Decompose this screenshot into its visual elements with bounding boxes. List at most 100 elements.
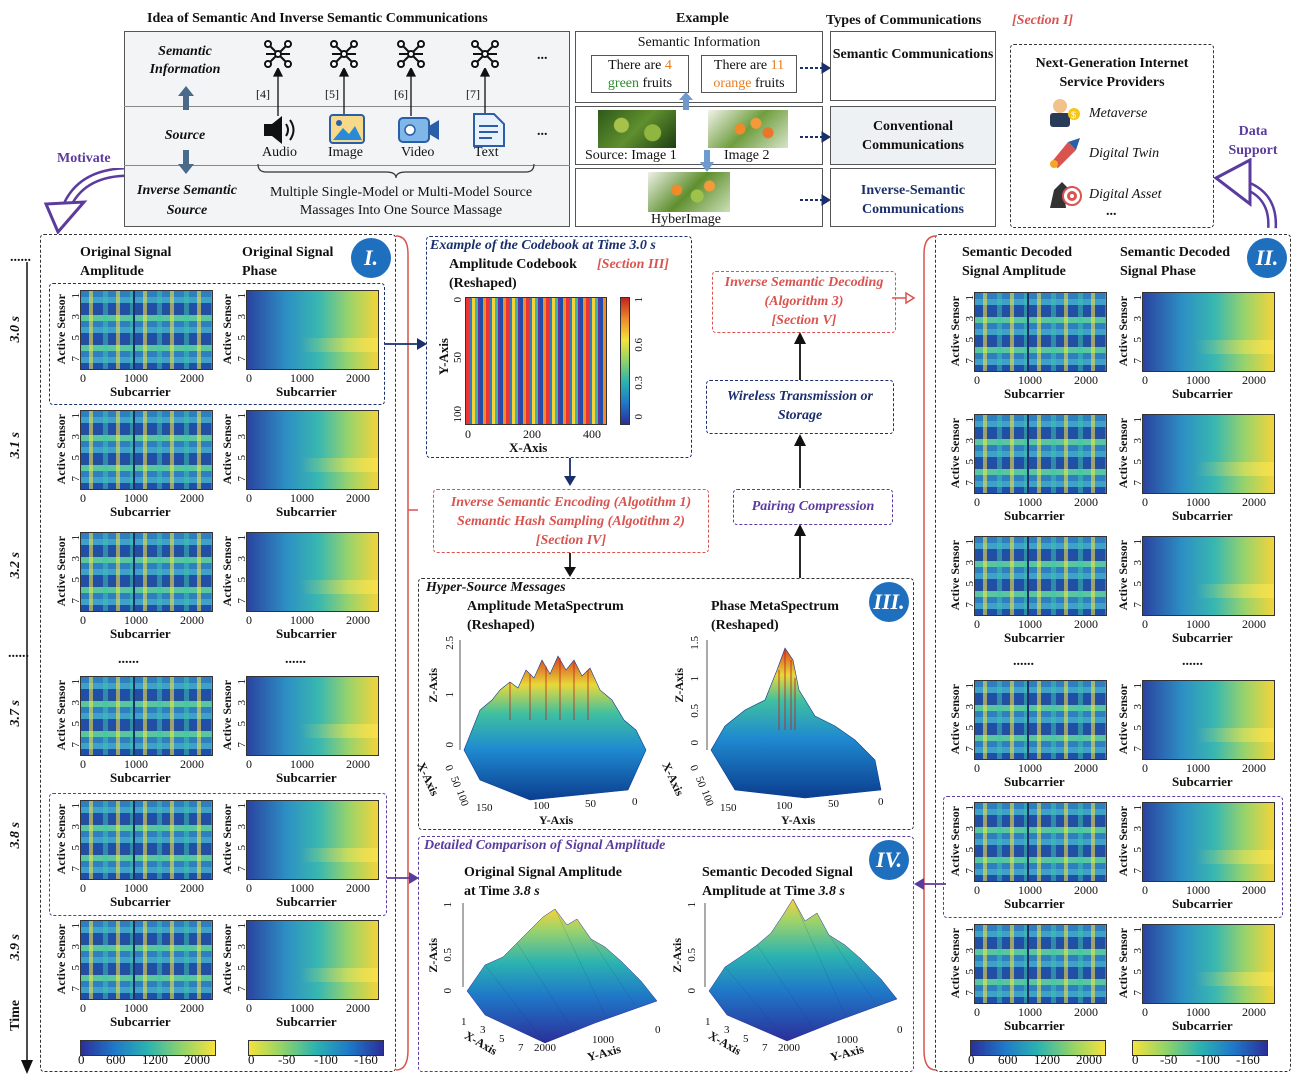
- ngisp-digital-asset: Digital Asset: [1089, 187, 1162, 202]
- left-amp-xlabel-3: Subcarrier: [110, 770, 171, 785]
- right-phase-xtick2-2: 2000: [1242, 617, 1266, 631]
- right-phase-xtick2-4: 2000: [1242, 883, 1266, 897]
- fruit-1-text-a: There are: [608, 58, 662, 73]
- idea-divider-2: [124, 165, 570, 166]
- right-phase-heatmap-5: [1142, 924, 1275, 1004]
- left-amp-xlabel-2: Subcarrier: [110, 626, 171, 641]
- dec-amp-title-line-1: Semantic Decoded Signal: [702, 865, 853, 880]
- left-amp-ylabel-1: Active Sensor: [54, 414, 68, 485]
- pairing-text: Pairing Compression: [751, 499, 875, 514]
- type-semantic-text: Semantic Communications: [832, 47, 994, 62]
- left-amp-ytick5-5: 5: [70, 965, 82, 971]
- time-dots-mid: ......: [8, 646, 29, 661]
- right-cbar-phase-0: 0: [1132, 1052, 1139, 1067]
- time-3-2: 3.2 s: [8, 552, 23, 579]
- panel-ii-badge: II.: [1247, 238, 1287, 278]
- codebook-xlabel: X-Axis: [509, 440, 548, 455]
- left-amp-xtick2-2: 2000: [180, 613, 204, 627]
- right-phase-xlabel-4: Subcarrier: [1172, 896, 1233, 911]
- codebook-xtick-1: 200: [523, 427, 541, 441]
- dec-amp-ztick-0: 1: [686, 902, 698, 908]
- video-icon: [398, 117, 439, 143]
- left-cbar-phase-1: -50: [278, 1052, 296, 1067]
- type-arrows: [800, 62, 830, 206]
- time-dots-top: ......: [10, 250, 31, 265]
- hyber-image: [648, 172, 730, 212]
- right-phase-ytick3-3: 3: [1132, 704, 1144, 710]
- amp-meta-reshaped: (Reshaped): [467, 618, 535, 633]
- panel-iii-badge: III.: [869, 582, 909, 622]
- amp-meta-ytick-3: 0: [632, 796, 638, 808]
- right-amp-xlabel-2: Subcarrier: [1004, 630, 1065, 645]
- phase-meta-reshaped: (Reshaped): [711, 618, 779, 633]
- left-phase-ytick7-1: 7: [236, 476, 248, 482]
- dec-amp-ytick-0: 2000: [778, 1042, 800, 1054]
- amp-meta-zlabel: Z-Axis: [426, 668, 440, 703]
- right-phase-xtick2-0: 2000: [1242, 373, 1266, 387]
- left-cbar-amp-3: 2000: [184, 1052, 210, 1067]
- left-amp-ytick3-0: 3: [70, 314, 82, 320]
- right-cbar-amp-2: 1200: [1034, 1052, 1060, 1067]
- right-phase-ytick5-3: 5: [1132, 725, 1144, 731]
- left-highlight-3-8: [49, 793, 387, 916]
- right-amp-ytick7-0: 7: [964, 358, 976, 364]
- left-phase-ylabel-4: Active Sensor: [220, 804, 234, 875]
- left-amp-heatmap-4: [80, 800, 213, 880]
- left-amp-xtick2-3: 2000: [180, 757, 204, 771]
- media-text: Text: [474, 145, 499, 160]
- right-cbar-phase-2: -100: [1196, 1052, 1220, 1067]
- left-phase-xtick2-5: 2000: [346, 1001, 370, 1015]
- left-phase-ytick7-3: 7: [236, 742, 248, 748]
- time-3-8: 3.8 s: [8, 822, 23, 849]
- right-red-bracket: [923, 235, 937, 1071]
- left-to-codebook-arrow: [385, 338, 427, 350]
- left-phase-xlabel-5: Subcarrier: [276, 1014, 337, 1029]
- left-phase-xlabel-4: Subcarrier: [276, 894, 337, 909]
- right-phase-heatmap-0: [1142, 292, 1275, 372]
- left-amp-xtick2-1: 2000: [180, 491, 204, 505]
- right-amp-ytick1-4: 1: [964, 805, 976, 811]
- amp-meta-ytick-0: 150: [476, 802, 493, 814]
- right-phase-heatmap-2: [1142, 536, 1275, 616]
- left-phase-heatmap-1: [246, 410, 379, 490]
- left-amp-ytick3-4: 3: [70, 824, 82, 830]
- example-down-arrow-icon: [700, 150, 714, 172]
- semantic-information-label: Semantic Information: [149, 44, 221, 77]
- wireless-line-2: Storage: [777, 408, 823, 423]
- fruit-2-count: 11: [770, 58, 785, 73]
- right-amp-ytick7-2: 7: [964, 602, 976, 608]
- left-cbar-phase-3: -160: [354, 1052, 378, 1067]
- ngisp-digital-twin: Digital Twin: [1089, 146, 1160, 161]
- left-amp-xtick1-0: 1000: [124, 371, 148, 385]
- orig-amp-title: Original Signal Amplitude at Time 3.8 s: [464, 863, 622, 901]
- right-amp-heatmap-0: [974, 292, 1107, 372]
- left-phase-ylabel-5: Active Sensor: [220, 924, 234, 995]
- orig-amp-xtick-3: 7: [518, 1042, 524, 1054]
- orig-amp-xtick-2: 5: [499, 1033, 505, 1045]
- codebook-to-encoding-arrow: [564, 458, 576, 486]
- right-amp-ytick1-0: 1: [964, 295, 976, 301]
- left-phase-xlabel-3: Subcarrier: [276, 770, 337, 785]
- text-icon: [473, 113, 505, 147]
- fruit-image-1: [598, 110, 676, 148]
- right-amp-ytick3-5: 3: [964, 948, 976, 954]
- panel-iv-badge: IV.: [869, 840, 909, 880]
- left-panel: [40, 234, 396, 1072]
- right-amp-ytick7-1: 7: [964, 480, 976, 486]
- left-amp-heatmap-3: [80, 676, 213, 756]
- dec-amp-xtick-2: 5: [743, 1033, 749, 1045]
- right-phase-ytick1-2: 1: [1132, 539, 1144, 545]
- panel-i-badge: I.: [351, 238, 391, 278]
- left-phase-xtick0-2: 0: [246, 613, 252, 627]
- left-phase-heatmap-5: [246, 920, 379, 1000]
- hyper-to-pairing-arrow: [794, 524, 806, 578]
- right-amp-ytick5-4: 5: [964, 847, 976, 853]
- orig-amp-zlabel: Z-Axis: [426, 938, 440, 973]
- left-phase-ytick1-4: 1: [236, 803, 248, 809]
- dec-amp-time: 3.8 s: [818, 884, 845, 899]
- codebook-box: [426, 236, 692, 458]
- left-phase-ytick1-1: 1: [236, 413, 248, 419]
- amp-meta-ztick-0: 2.5: [444, 636, 456, 650]
- left-phase-ytick5-3: 5: [236, 721, 248, 727]
- right-amp-colorbar: [970, 1040, 1106, 1056]
